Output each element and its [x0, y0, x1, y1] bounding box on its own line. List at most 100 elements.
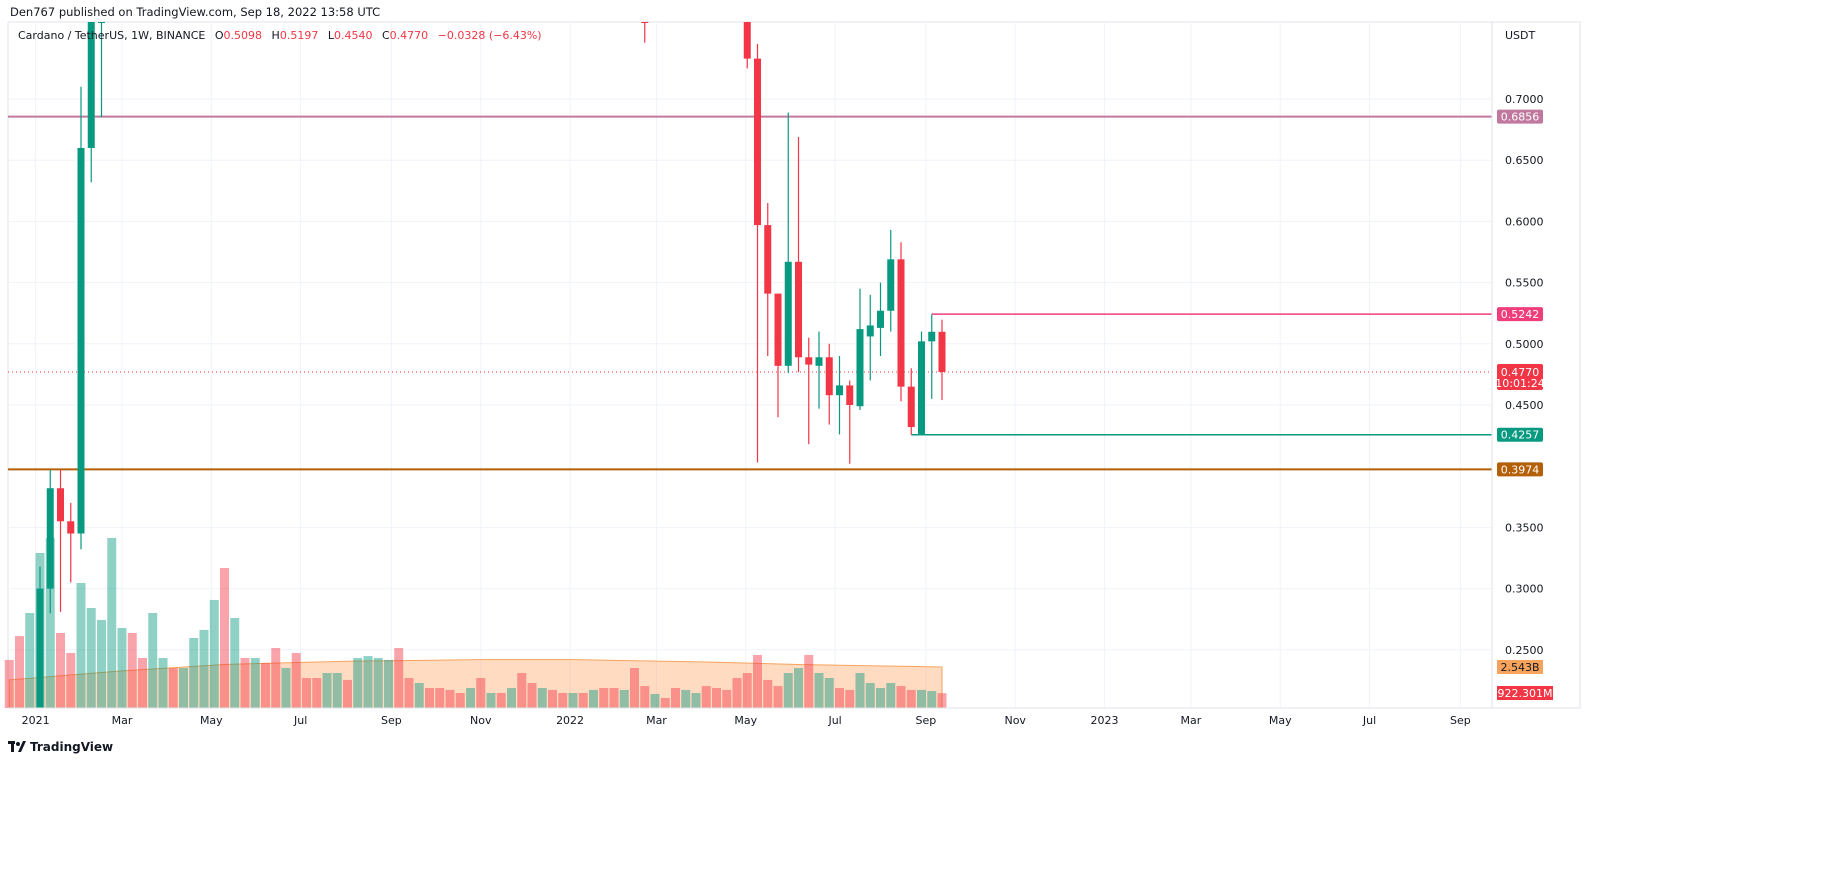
volume-bar	[630, 668, 639, 708]
volume-bar	[127, 633, 137, 708]
volume-bar	[763, 679, 773, 708]
candle[interactable]	[98, 22, 105, 118]
volume-bar	[681, 689, 691, 708]
volume-bar	[332, 673, 342, 708]
volume-bar	[414, 683, 424, 708]
time-axis: 2021 Mar May Jul Sep Nov 2022 Mar May Jul Sep Nov 20…	[22, 714, 1471, 727]
candle[interactable]	[856, 288, 864, 410]
candle[interactable]	[805, 337, 813, 445]
candle[interactable]	[784, 112, 792, 374]
volume-bar	[322, 673, 332, 708]
volume-bar	[537, 688, 547, 708]
candle[interactable]	[938, 319, 946, 401]
volume-bar	[876, 688, 885, 708]
candle[interactable]	[825, 343, 833, 425]
level-price: 0.6856	[1501, 111, 1540, 124]
volume-bar	[753, 654, 762, 708]
volume-bar	[199, 629, 209, 708]
volume-bar	[353, 658, 363, 708]
time-tick-label: Mar	[646, 714, 667, 727]
volume-bar	[609, 688, 619, 708]
candle[interactable]	[743, 22, 751, 69]
volume-bar	[394, 648, 404, 708]
candle-body	[907, 386, 915, 428]
candle[interactable]	[887, 229, 895, 332]
tradingview-brand[interactable]: TradingView	[30, 740, 114, 754]
volume-bar	[568, 693, 578, 708]
candle-body	[887, 259, 895, 311]
currency-label: USDT	[1505, 29, 1536, 42]
candle[interactable]	[36, 566, 44, 708]
high-value: 0.5197	[279, 29, 319, 42]
candle-body	[87, 22, 95, 148]
price-tick-label: 0.2500	[1505, 644, 1544, 657]
candle-body	[815, 357, 823, 366]
candle[interactable]	[918, 331, 925, 435]
price-tick-label: 0.5500	[1505, 277, 1544, 290]
candle-body	[866, 325, 874, 337]
candle[interactable]	[866, 294, 874, 381]
volume-bar	[691, 693, 701, 708]
volume-bar	[599, 688, 609, 708]
time-tick-label: Sep	[916, 714, 937, 727]
volume-bar	[179, 668, 188, 708]
candle[interactable]	[87, 22, 95, 183]
volume-bar	[45, 538, 55, 708]
level-axis-label	[1497, 109, 1543, 124]
candle[interactable]	[907, 368, 915, 435]
volume-bar	[373, 658, 383, 708]
symbol-name[interactable]: Cardano / TetherUS, 1W, BINANCE	[18, 29, 206, 42]
price-tick-label: 0.6500	[1505, 154, 1544, 167]
volume-bar	[107, 538, 117, 708]
volume-bar	[742, 673, 752, 708]
candle[interactable]	[877, 282, 884, 357]
candle[interactable]	[77, 86, 85, 550]
time-tick-label: Mar	[112, 714, 133, 727]
candle[interactable]	[57, 469, 64, 612]
candle[interactable]	[764, 203, 772, 357]
volume-bar	[660, 698, 670, 708]
volume-ma-axis-label	[1497, 659, 1543, 674]
volume-bar	[845, 689, 855, 708]
volume-bar	[158, 658, 168, 708]
symbol-legend: Cardano / TetherUS, 1W, BINANCE O0.5098 …	[18, 29, 542, 42]
candle[interactable]	[67, 502, 75, 583]
volume-bar	[250, 658, 260, 708]
candle[interactable]	[774, 293, 782, 418]
volume-bar	[86, 608, 96, 708]
time-tick-label: Jul	[827, 714, 841, 727]
open-value: 0.5098	[223, 29, 263, 42]
candle[interactable]	[836, 356, 843, 435]
candle[interactable]	[754, 43, 761, 463]
volume-bar	[548, 689, 557, 708]
level-axis-label	[1497, 307, 1543, 322]
volume-bar	[25, 613, 35, 708]
volume-bar	[76, 583, 86, 708]
volume-bar	[589, 689, 598, 708]
time-tick-label: Nov	[1004, 714, 1026, 727]
candle-body	[743, 22, 751, 59]
candle[interactable]	[897, 242, 905, 402]
candle[interactable]	[846, 380, 854, 464]
time-tick-label: May	[734, 714, 757, 727]
bar-countdown: 10:01:24	[1495, 377, 1544, 390]
volume-bar	[558, 693, 568, 708]
candle[interactable]	[641, 22, 649, 43]
time-tick-label: Jul	[1362, 714, 1376, 727]
candle[interactable]	[46, 469, 54, 614]
volume-bar	[363, 656, 373, 708]
price-tick-label: 0.4500	[1505, 399, 1544, 412]
volume-bar	[425, 688, 434, 708]
publish-info: Den767 published on TradingView.com, Sep…	[10, 5, 381, 19]
candle[interactable]	[928, 314, 936, 399]
candle-body	[836, 385, 843, 396]
volume-bar	[209, 599, 219, 708]
grid	[8, 22, 1492, 708]
level-price: 0.5242	[1501, 308, 1540, 321]
time-tick-label: May	[200, 714, 223, 727]
candle[interactable]	[815, 331, 823, 409]
candle-body	[805, 357, 813, 365]
volume-bar	[230, 618, 240, 708]
candle[interactable]	[795, 136, 802, 372]
